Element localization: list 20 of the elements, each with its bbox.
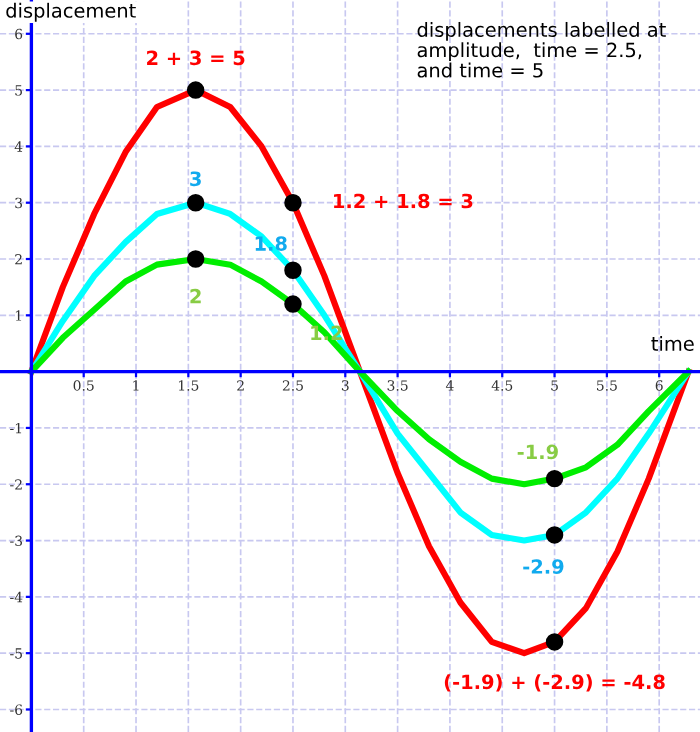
point (284, 295, 302, 313)
y-axis-title: displacement (6, 2, 136, 22)
annotation: displacements labelled at amplitude, time = 2.5, and time = 5 (417, 21, 666, 78)
annotation: 2 + 3 = 5 (147, 50, 245, 66)
point (186, 81, 205, 99)
annotation: 1.2 (311, 325, 342, 340)
x-axis-title: time (651, 335, 694, 351)
point (545, 633, 564, 651)
point (186, 250, 205, 268)
point (186, 193, 205, 212)
annotation: -1.9 (517, 444, 558, 460)
annotation: -2.9 (523, 559, 564, 574)
annotation: (-1.9) + (-2.9) = -4.8 (444, 674, 665, 692)
annotation: 2 (190, 288, 201, 304)
point (545, 526, 564, 544)
point (545, 469, 564, 488)
point (284, 261, 302, 280)
annotation: 1.2 + 1.8 = 3 (334, 193, 473, 209)
annotation: 3 (190, 171, 201, 187)
point (284, 193, 302, 212)
